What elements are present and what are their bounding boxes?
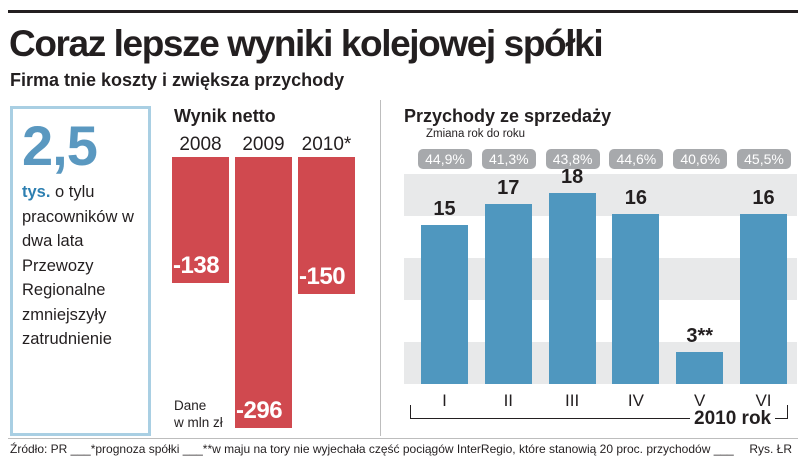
stat-description: tys. o tylu pracowników w dwa lata Przew… <box>22 180 146 352</box>
net-bar <box>235 157 292 428</box>
revenue-chart-title: Przychody ze sprzedaży <box>404 106 612 126</box>
net-bar <box>298 157 355 295</box>
section-divider <box>380 100 381 436</box>
stat-value: 2,5 <box>22 114 98 177</box>
net-bar-label: -150 <box>299 263 346 291</box>
month-label: III <box>565 391 580 410</box>
revenue-bar-label: 16 <box>752 187 775 210</box>
month-label: IV <box>627 391 644 410</box>
net-unit-note-line1: Dane <box>174 398 207 413</box>
stat-text: o tylu pracowników w dwa lata Przewozy R… <box>22 183 134 348</box>
net-year-label: 2010* <box>301 134 352 155</box>
stat-box <box>10 106 151 436</box>
net-chart-title: Wynik netto <box>174 106 276 126</box>
period-bracket <box>410 405 788 419</box>
revenue-bar-label: 17 <box>497 176 520 199</box>
stat-unit: tys. <box>22 183 51 201</box>
chart-gridband <box>404 258 797 300</box>
revenue-bar-label: 3** <box>686 325 714 348</box>
revenue-bar <box>676 352 724 384</box>
footer: Źródło: PR ___*prognoza spółki ___**w ma… <box>10 442 800 456</box>
revenue-chart-subtitle: Zmiana rok do roku <box>426 128 526 140</box>
revenue-bar <box>612 214 660 384</box>
net-year-label: 2008 <box>179 134 222 155</box>
revenue-bar <box>421 225 468 384</box>
net-unit-note-line2: w mln zł <box>174 415 223 430</box>
yoy-change-badge: 43,8% <box>545 149 600 169</box>
month-label: I <box>442 391 447 410</box>
net-year-label: 2009 <box>242 134 285 155</box>
net-unit-note: Dane w mln zł <box>174 397 223 431</box>
revenue-bar <box>740 214 787 384</box>
yoy-change-badge: 44,6% <box>609 149 664 169</box>
yoy-change-badge: 41,3% <box>481 149 536 169</box>
footer-credit: Rys. ŁR <box>749 442 792 456</box>
yoy-change-badge: 45,5% <box>737 149 791 169</box>
month-label: VI <box>755 391 772 410</box>
month-label: V <box>694 391 706 410</box>
net-bar-label: -138 <box>173 252 220 280</box>
footer-source: Źródło: PR ___*prognoza spółki ___**w ma… <box>10 442 734 456</box>
month-label: II <box>503 391 514 410</box>
yoy-change-badge: 40,6% <box>673 149 728 169</box>
net-bar <box>172 157 229 284</box>
net-bar-label: -296 <box>236 397 283 424</box>
yoy-change-badge: 44,9% <box>418 149 472 169</box>
top-rule <box>8 10 798 13</box>
chart-gridband <box>404 342 797 384</box>
page-title: Coraz lepsze wyniki kolejowej spółki <box>9 23 604 64</box>
revenue-bar-label: 16 <box>624 187 648 210</box>
footer-rule <box>8 438 798 439</box>
revenue-bar-label: 15 <box>433 198 456 220</box>
chart-gridband <box>404 174 797 216</box>
revenue-bar-label: 18 <box>560 166 584 189</box>
revenue-bar <box>548 193 596 384</box>
revenue-bar <box>484 203 532 384</box>
period-label: 2010 rok <box>690 408 776 430</box>
page-subtitle: Firma tnie koszty i zwiększa przychody <box>10 70 345 90</box>
